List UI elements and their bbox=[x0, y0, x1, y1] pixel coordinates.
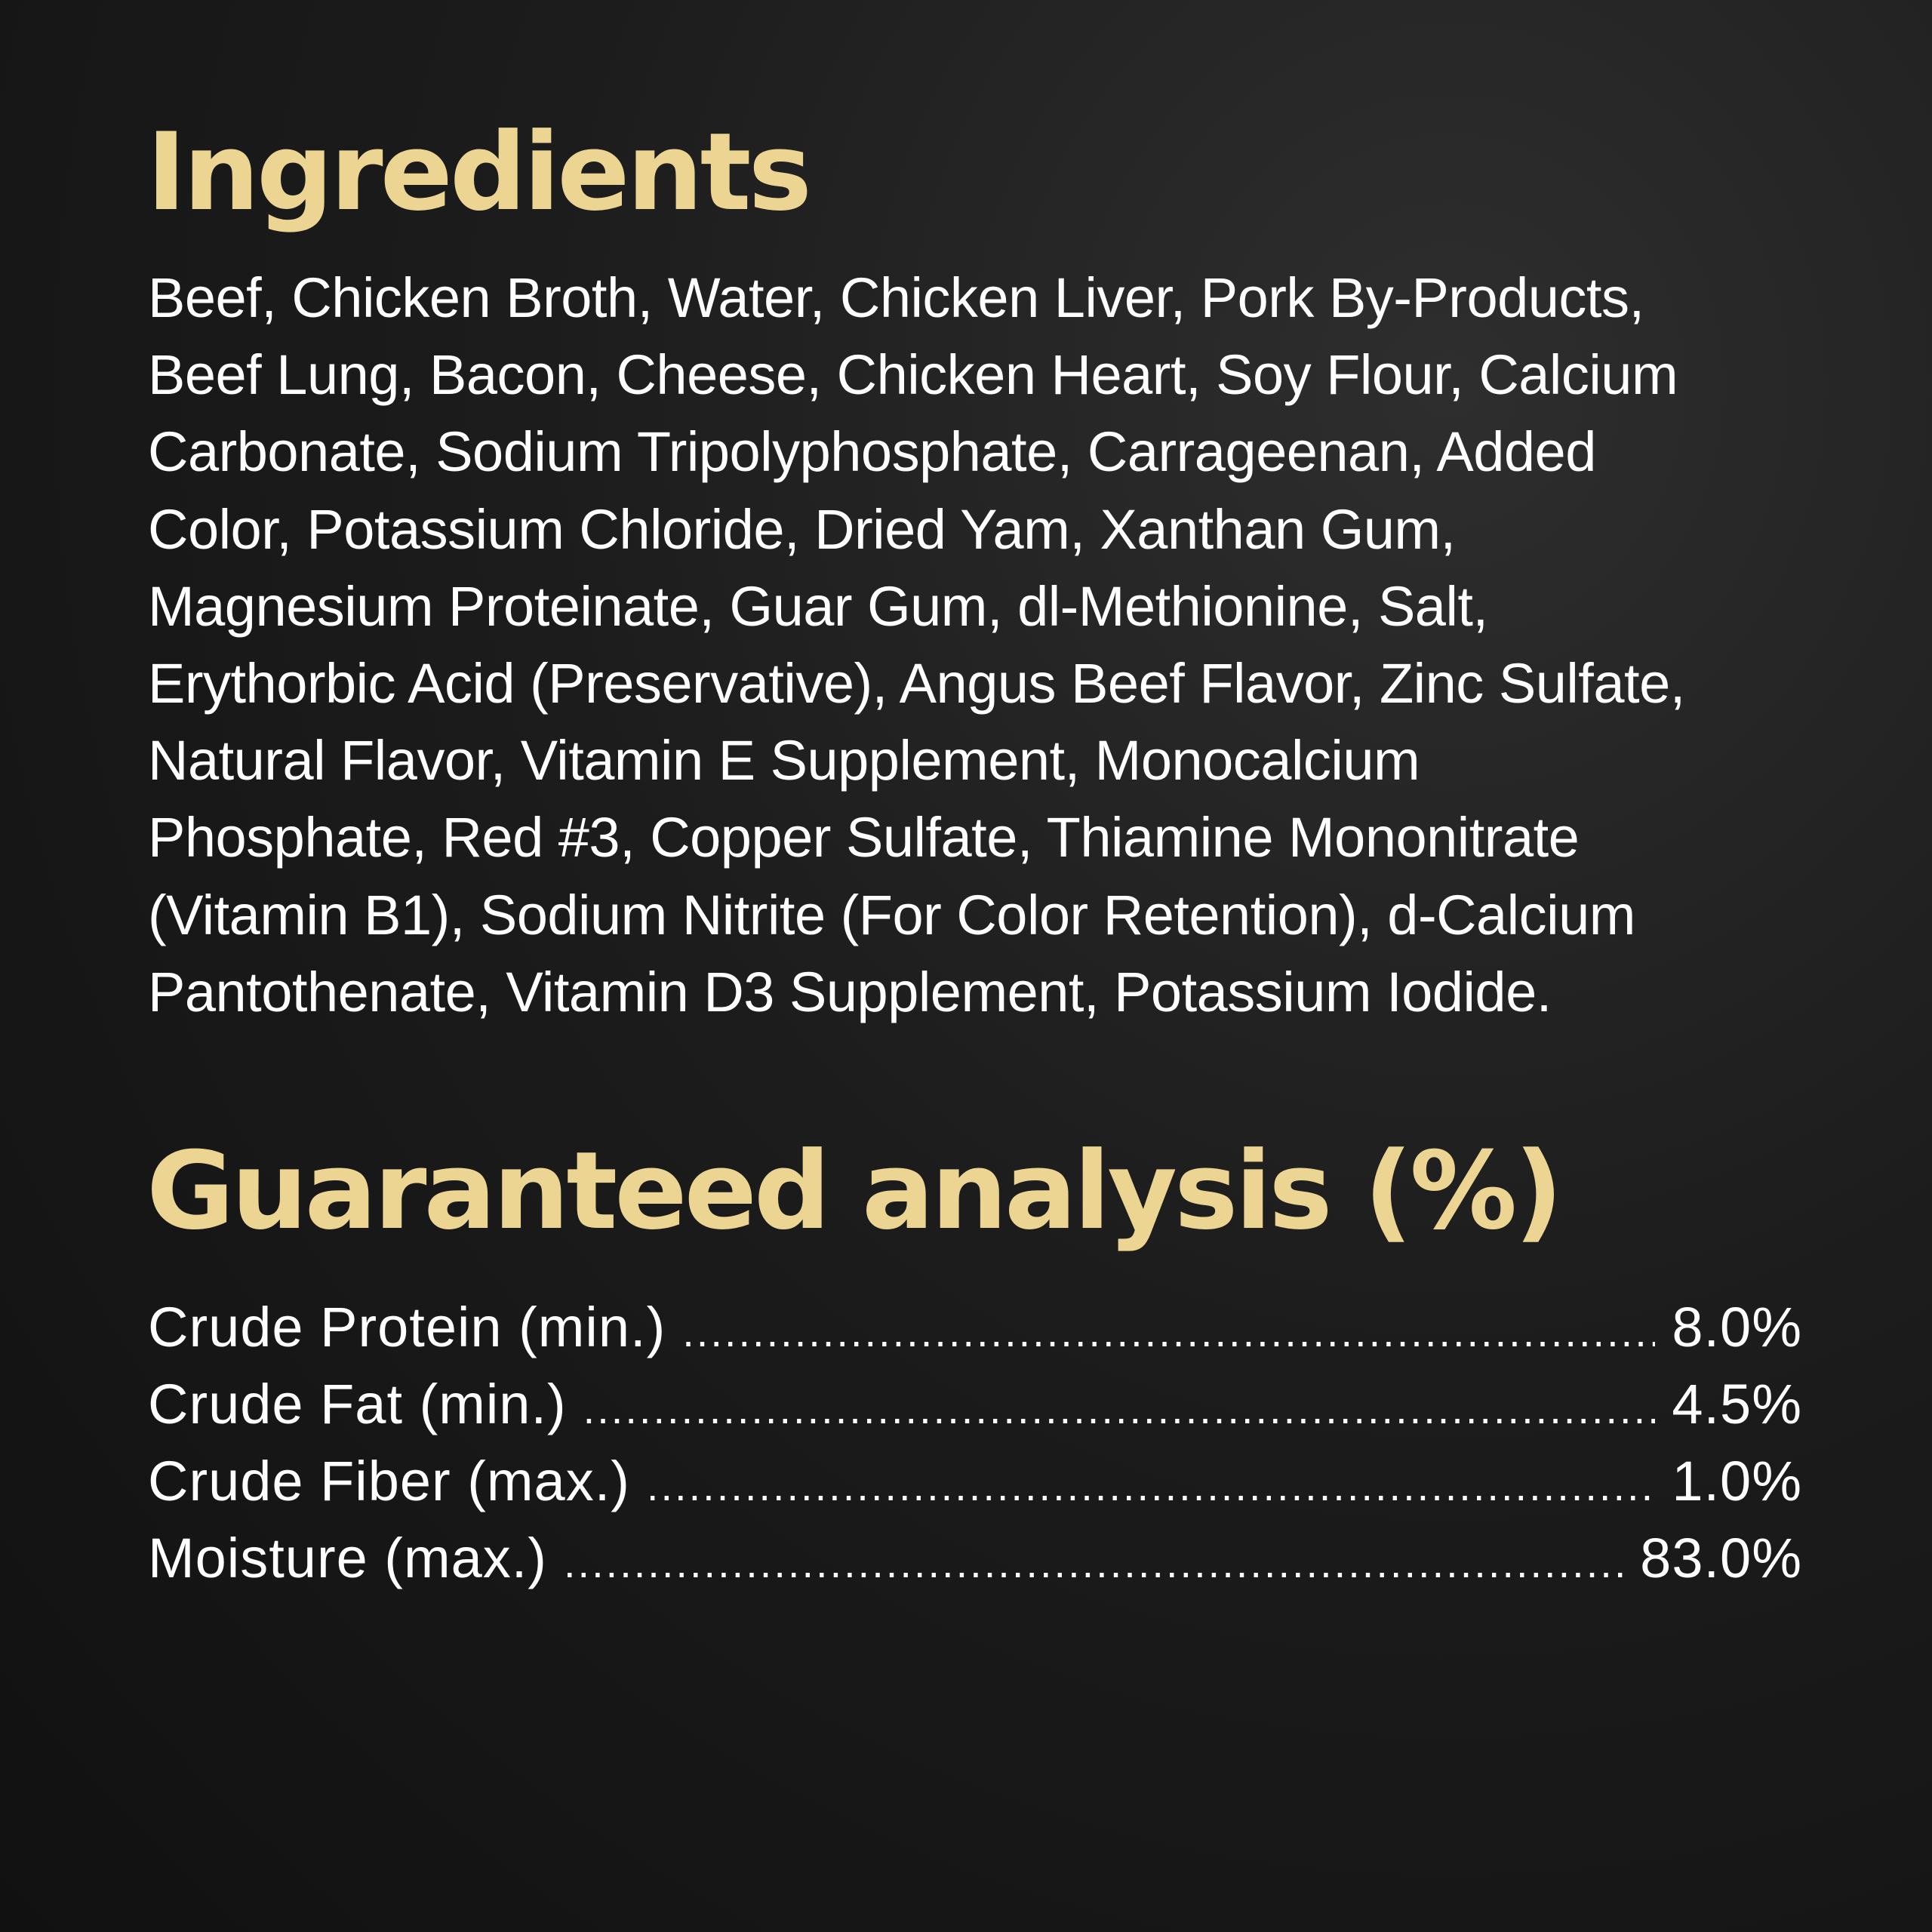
ingredients-line: Erythorbic Acid (Preservative), Angus Be… bbox=[148, 651, 1685, 715]
analysis-value: 83.0% bbox=[1640, 1527, 1802, 1589]
ingredients-line: Beef, Chicken Broth, Water, Chicken Live… bbox=[148, 266, 1644, 329]
ingredients-line: Phosphate, Red #3, Copper Sulfate, Thiam… bbox=[148, 806, 1580, 869]
analysis-heading: Guaranteed analysis (%) bbox=[146, 1129, 1563, 1254]
analysis-value: 4.5% bbox=[1672, 1373, 1802, 1435]
analysis-row: Crude Fat (min.) 4.5% bbox=[148, 1366, 1802, 1443]
analysis-row: Moisture (max.) 83.0% bbox=[148, 1520, 1802, 1597]
ingredients-list: Beef, Chicken Broth, Water, Chicken Live… bbox=[148, 260, 1685, 1031]
analysis-label: Crude Protein (min.) bbox=[148, 1296, 666, 1358]
analysis-label: Moisture (max.) bbox=[148, 1527, 547, 1589]
analysis-value: 1.0% bbox=[1672, 1450, 1802, 1512]
ingredients-heading: Ingredients bbox=[146, 110, 812, 235]
ingredients-line: Carbonate, Sodium Tripolyphosphate, Carr… bbox=[148, 420, 1596, 484]
analysis-row: Crude Fiber (max.) 1.0% bbox=[148, 1443, 1802, 1520]
ingredients-line: Color, Potassium Chloride, Dried Yam, Xa… bbox=[148, 497, 1456, 561]
dot-leader bbox=[647, 1447, 1655, 1524]
ingredients-line: Magnesium Proteinate, Guar Gum, dl-Methi… bbox=[148, 574, 1488, 638]
ingredients-line: Pantothenate, Vitamin D3 Supplement, Pot… bbox=[148, 960, 1552, 1023]
ingredients-line: Beef Lung, Bacon, Cheese, Chicken Heart,… bbox=[148, 343, 1678, 407]
analysis-label: Crude Fiber (max.) bbox=[148, 1450, 630, 1512]
analysis-label: Crude Fat (min.) bbox=[148, 1373, 567, 1435]
ingredients-line: (Vitamin B1), Sodium Nitrite (For Color … bbox=[148, 883, 1635, 946]
dot-leader bbox=[583, 1371, 1656, 1447]
dot-leader bbox=[682, 1294, 1655, 1371]
dot-leader bbox=[564, 1524, 1623, 1601]
analysis-table: Crude Protein (min.) 8.0% Crude Fat (min… bbox=[148, 1289, 1802, 1597]
analysis-row: Crude Protein (min.) 8.0% bbox=[148, 1289, 1802, 1366]
ingredients-line: Natural Flavor, Vitamin E Supplement, Mo… bbox=[148, 729, 1420, 792]
analysis-value: 8.0% bbox=[1672, 1296, 1802, 1358]
